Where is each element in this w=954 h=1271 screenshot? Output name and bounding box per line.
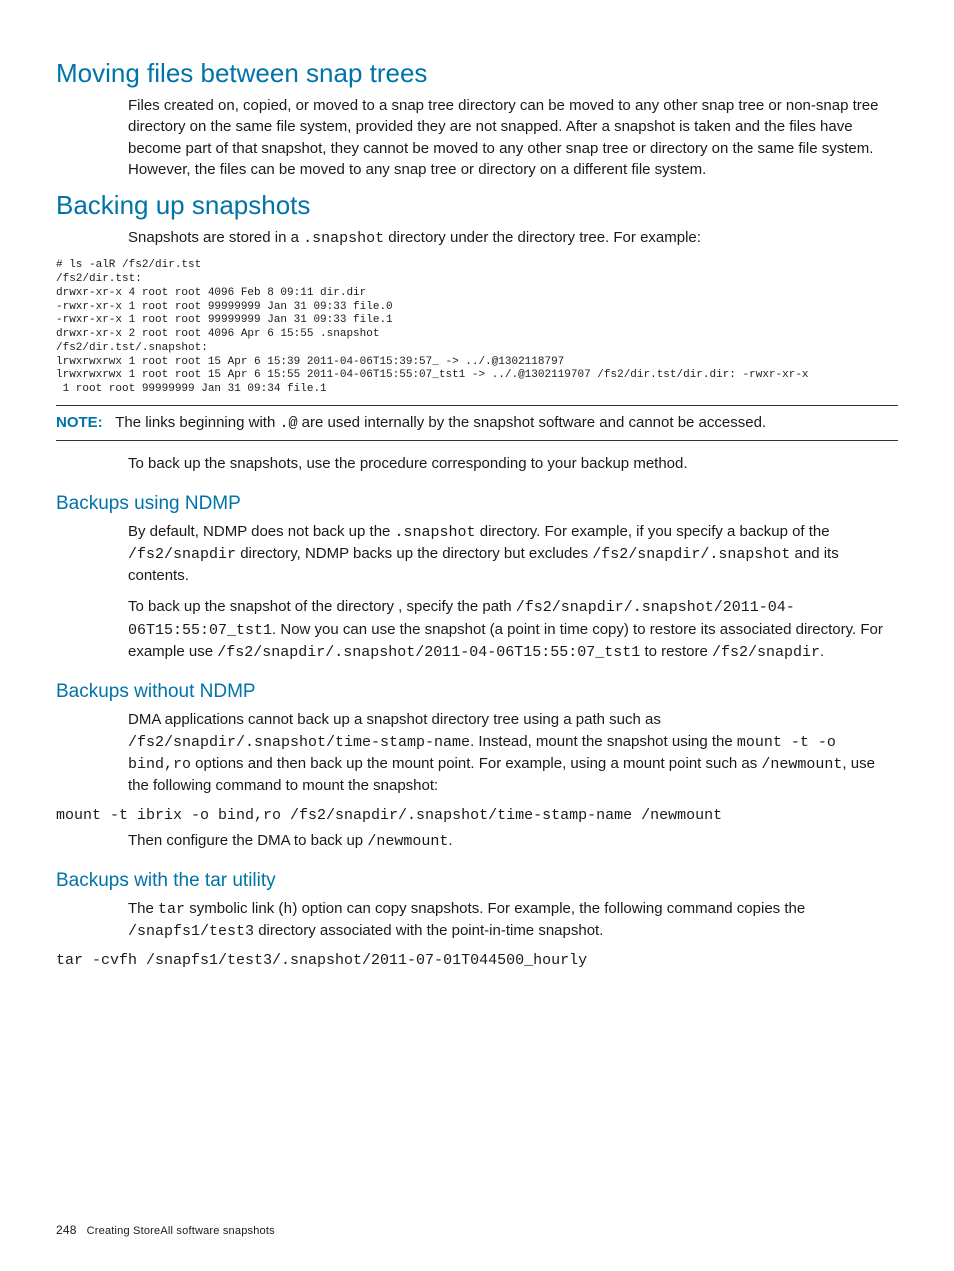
paragraph-without-1: DMA applications cannot back up a snapsh… [128,709,898,796]
text: To back up the snapshot of the directory… [128,598,516,615]
code-inline: .snapshot [303,230,384,247]
text: directory, NDMP backs up the directory b… [236,545,592,562]
paragraph-ndmp-1: By default, NDMP does not back up the .s… [128,521,898,587]
text: are used internally by the snapshot soft… [297,414,766,431]
code-inline: .snapshot [395,524,476,541]
page: Moving files between snap trees Files cr… [0,0,954,1271]
code-inline: /fs2/snapdir/.snapshot/2011-04-06T15:55:… [217,644,640,661]
text: directory under the directory tree. For … [384,229,701,246]
heading-moving-files: Moving files between snap trees [56,58,898,89]
code-inline: /fs2/snapdir [128,546,236,563]
code-inline: /snapfs1/test3 [128,923,254,940]
code-block-tar: tar -cvfh /snapfs1/test3/.snapshot/2011-… [56,952,898,969]
code-block-ls: # ls -alR /fs2/dir.tst /fs2/dir.tst: drw… [56,259,898,397]
heading-tar: Backups with the tar utility [56,870,898,892]
code-inline: /fs2/snapdir/.snapshot/time-stamp-name [128,734,470,751]
text: directory. For example, if you specify a… [476,523,830,540]
text: symbolic link ( [185,900,283,917]
heading-backing-up: Backing up snapshots [56,190,898,221]
text: . [820,643,824,660]
paragraph-moving-files: Files created on, copied, or moved to a … [128,95,898,180]
text: Then configure the DMA to back up [128,832,367,849]
page-number: 248 [56,1223,77,1237]
code-inline: /fs2/snapdir [712,644,820,661]
code-inline: .@ [279,415,297,432]
paragraph-snapshot-dir: Snapshots are stored in a .snapshot dire… [128,227,898,249]
note-text: NOTE: The links beginning with .@ are us… [56,412,898,434]
code-inline: tar [158,901,185,918]
text: ) option can copy snapshots. For example… [292,900,805,917]
text: Snapshots are stored in a [128,229,303,246]
paragraph-without-2: Then configure the DMA to back up /newmo… [128,830,898,852]
text: . [448,832,452,849]
paragraph-tar: The tar symbolic link (h) option can cop… [128,898,898,943]
heading-ndmp: Backups using NDMP [56,493,898,515]
text: to restore [640,643,712,660]
text: By default, NDMP does not back up the [128,523,395,540]
code-inline: /newmount [367,833,448,850]
code-inline: /fs2/snapdir/.snapshot [592,546,790,563]
note-box: NOTE: The links beginning with .@ are us… [56,405,898,441]
code-inline: /newmount [761,756,842,773]
paragraph-backup-method: To back up the snapshots, use the proced… [128,453,898,474]
paragraph-ndmp-2: To back up the snapshot of the directory… [128,596,898,663]
note-label: NOTE: [56,414,103,431]
page-footer: 248 Creating StoreAll software snapshots [56,1223,275,1237]
text: The [128,900,158,917]
heading-without-ndmp: Backups without NDMP [56,681,898,703]
text: directory associated with the point-in-t… [254,922,603,939]
footer-title: Creating StoreAll software snapshots [87,1225,275,1237]
text: The links beginning with [115,414,279,431]
text: DMA applications cannot back up a snapsh… [128,711,661,728]
text: options and then back up the mount point… [191,755,761,772]
text: . Instead, mount the snapshot using the [470,733,737,750]
code-block-mount: mount -t ibrix -o bind,ro /fs2/snapdir/.… [56,807,898,824]
